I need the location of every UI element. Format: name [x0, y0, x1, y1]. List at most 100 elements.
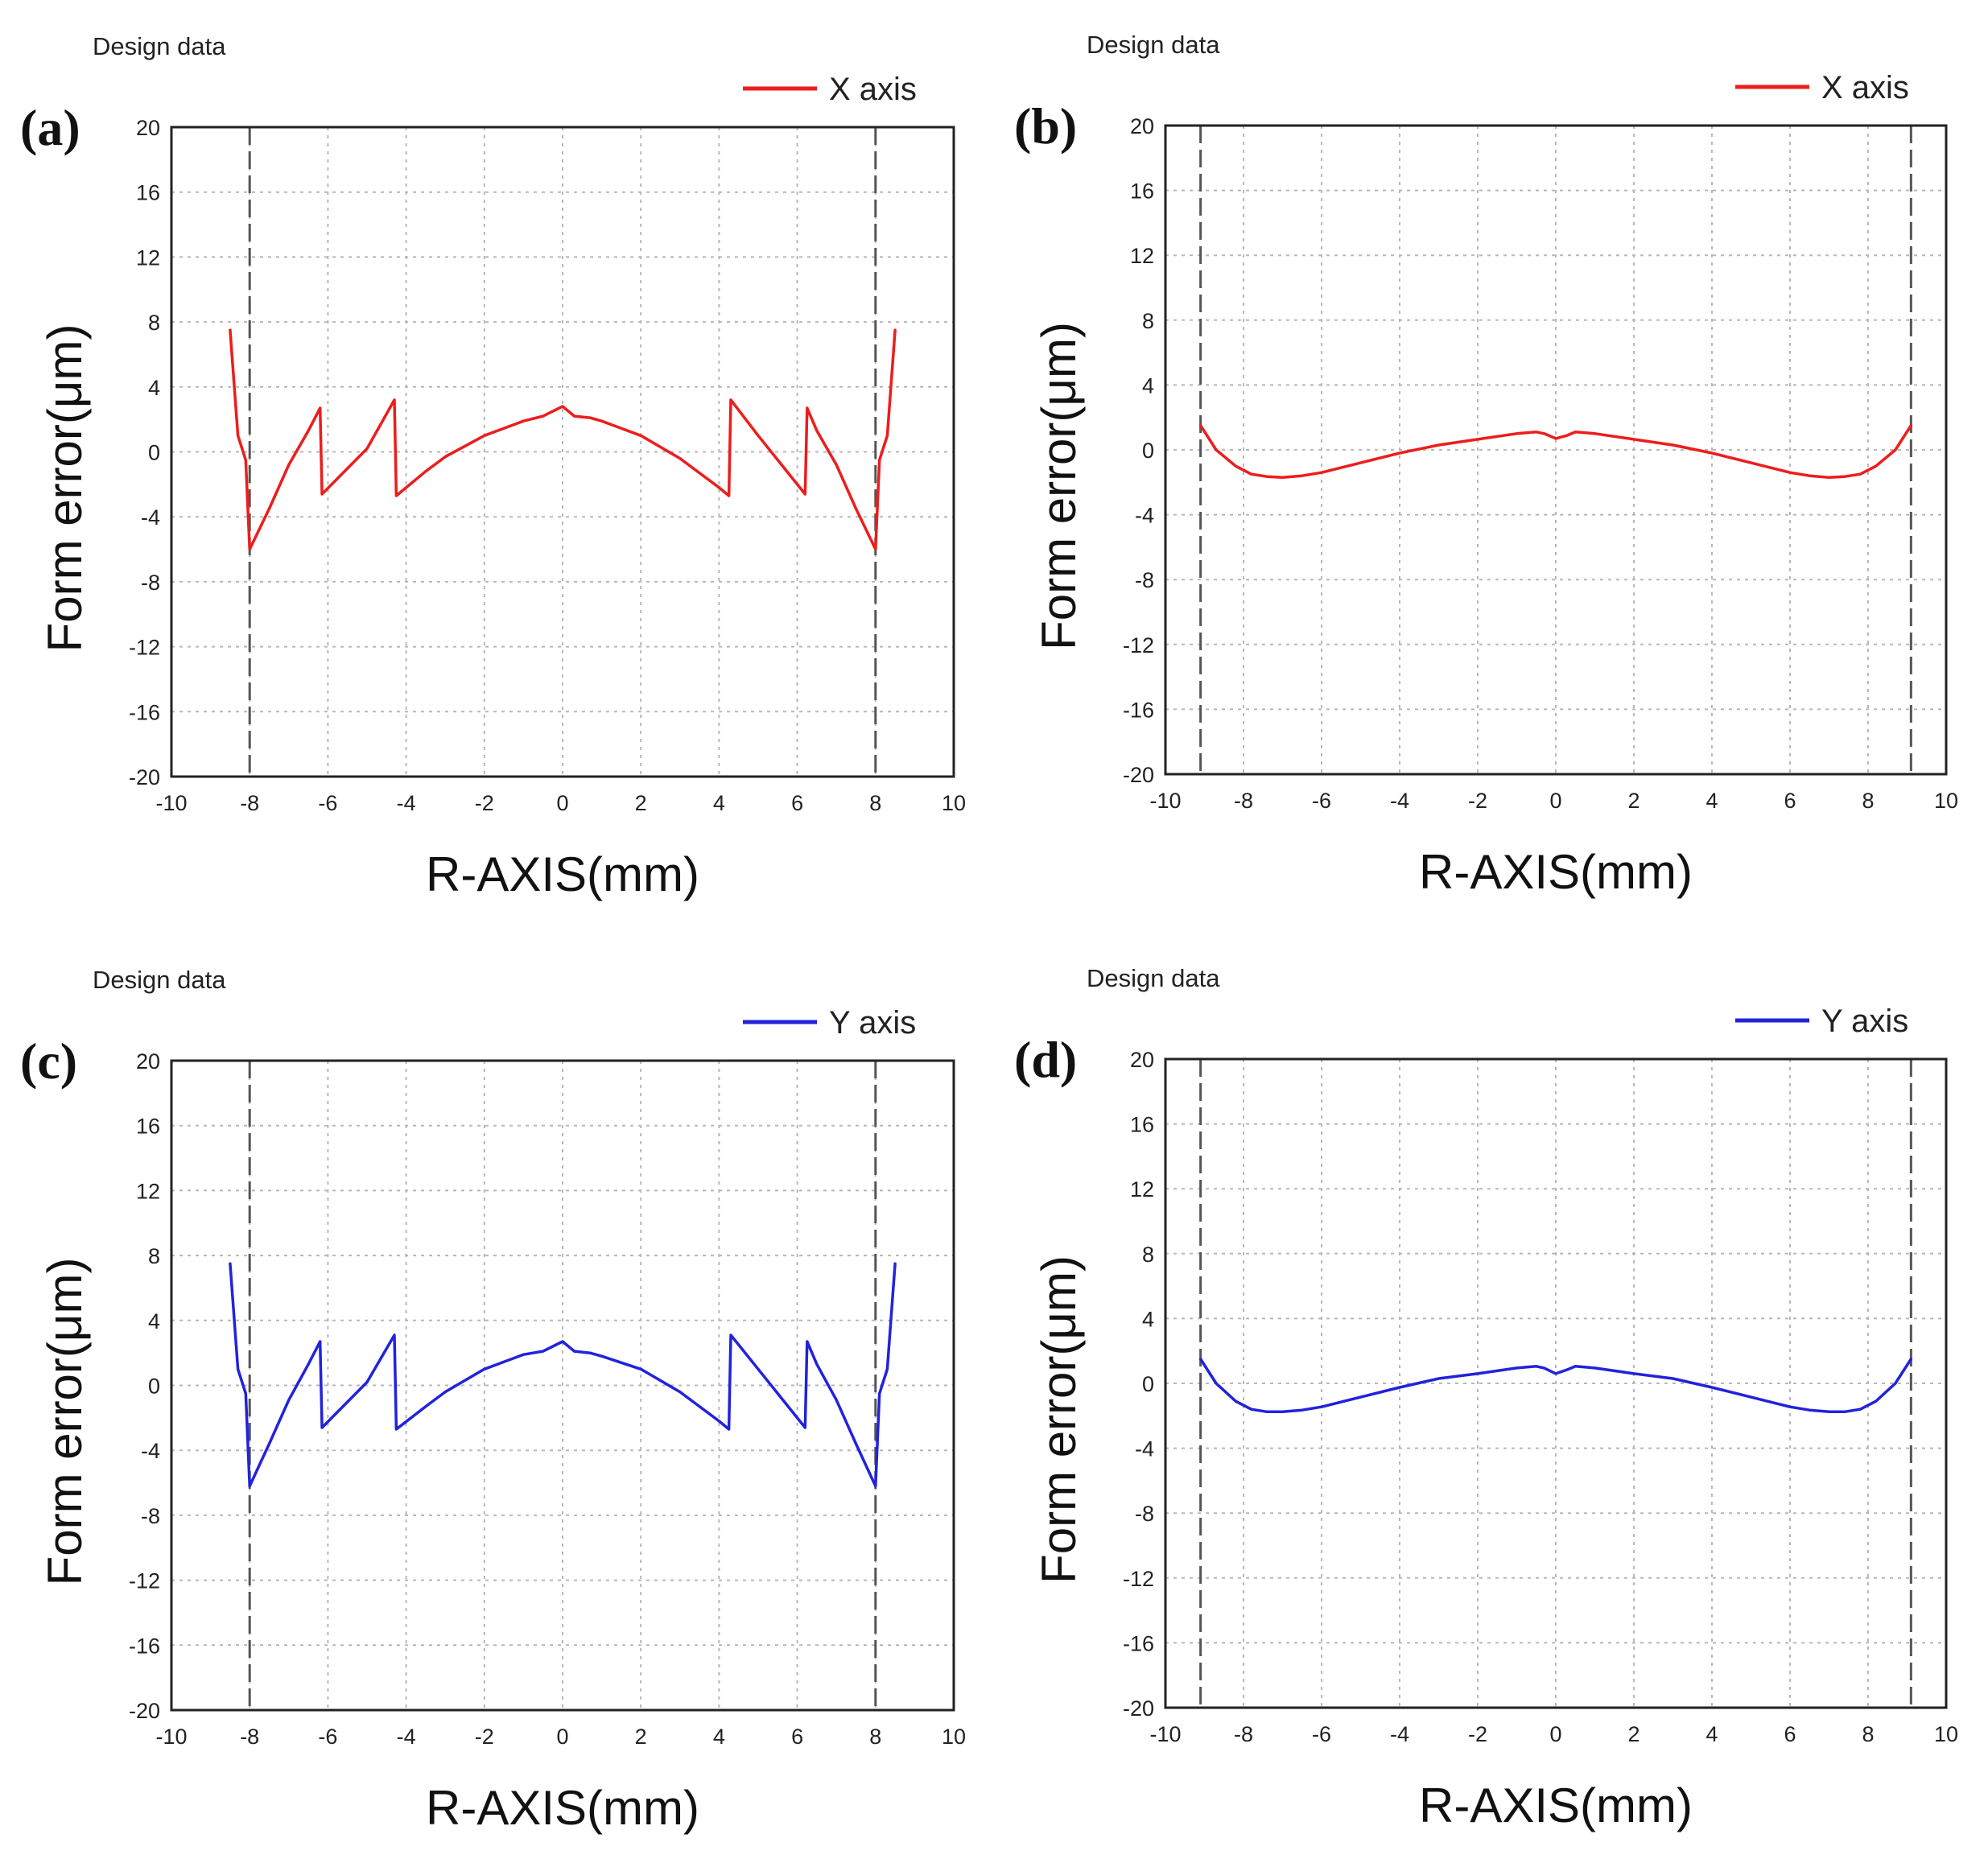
y-axis-title: Form error(μm)	[38, 324, 92, 653]
y-tick-label: -4	[141, 505, 160, 530]
panel-b: -10 -8 -6 -4 -2 0 2 4 6 8 10201612840-4-8-12-16-20…	[1014, 31, 1958, 899]
x-tick-label: -6	[1312, 789, 1331, 813]
x-tick-label: 8	[869, 791, 881, 815]
y-tick-label: 12	[1130, 244, 1154, 268]
y-tick-label: 4	[1142, 1307, 1154, 1331]
x-tick-label: -6	[318, 791, 337, 815]
x-tick-label: 0	[1549, 1722, 1561, 1746]
x-tick-label: -4	[397, 1725, 416, 1749]
panel-label: (a)	[20, 99, 80, 156]
x-tick-label: -10	[1149, 789, 1181, 813]
y-tick-label: 20	[1130, 1048, 1154, 1072]
x-tick-label: -6	[318, 1725, 337, 1749]
x-tick-label: 2	[1627, 1722, 1639, 1746]
y-axis-title: Form error(μm)	[1032, 322, 1086, 650]
x-tick-label: 10	[942, 791, 966, 815]
grid	[1165, 1059, 1946, 1708]
x-axis-title: R-AXIS(mm)	[426, 1781, 699, 1835]
y-tick-label: -16	[1123, 1631, 1154, 1655]
x-tick-label: -4	[1390, 789, 1409, 813]
y-tick-label: -20	[1123, 763, 1154, 787]
y-tick-label: -8	[141, 571, 160, 595]
x-tick-label: 4	[713, 1725, 725, 1749]
y-tick-label: -12	[1123, 1567, 1154, 1591]
plot-frame	[170, 1059, 955, 1712]
y-tick-label: -12	[129, 1569, 160, 1593]
legend-label: Y axis	[829, 1005, 916, 1041]
x-tick-label: -6	[1312, 1722, 1331, 1746]
x-tick-label: 2	[635, 1725, 647, 1749]
x-tick-label: -8	[1234, 1722, 1253, 1746]
y-tick-label: 8	[148, 311, 160, 335]
x-tick-label: 4	[1705, 1722, 1718, 1746]
x-tick-label: 0	[556, 1725, 568, 1749]
x-axis-title: R-AXIS(mm)	[1419, 1779, 1693, 1832]
x-tick-label: 6	[1784, 789, 1796, 813]
x-tick-label: -4	[1390, 1722, 1409, 1746]
y-tick-label: 0	[148, 1375, 160, 1399]
x-tick-label: 8	[869, 1725, 881, 1749]
x-tick-label: -8	[240, 1725, 259, 1749]
x-tick-label: -10	[155, 791, 187, 815]
y-tick-label: 4	[1142, 373, 1154, 398]
y-tick-label: -8	[1135, 568, 1154, 592]
y-tick-label: 12	[136, 245, 160, 270]
panel-a: -10 -8 -6 -4 -2 0 2 4 6 8 10201612840-4-8-12-16-20…	[20, 32, 966, 901]
x-tick-label: 2	[1627, 789, 1639, 813]
grid	[171, 127, 954, 777]
y-tick-label: -20	[129, 765, 160, 789]
x-tick-label: -8	[1234, 789, 1253, 813]
x-tick-label: -2	[475, 791, 494, 815]
y-tick-label: -16	[1123, 698, 1154, 722]
y-tick-label: 12	[1130, 1177, 1154, 1201]
design-data-label: Design data	[1087, 31, 1220, 59]
x-tick-label: 4	[713, 791, 725, 815]
grid	[171, 1061, 954, 1710]
x-axis-title: R-AXIS(mm)	[1419, 845, 1693, 899]
legend-label: X axis	[1821, 70, 1909, 105]
x-tick-label: -2	[475, 1725, 494, 1749]
y-tick-label: -16	[129, 700, 160, 724]
y-tick-label: -4	[1135, 1437, 1154, 1461]
y-tick-label: 0	[148, 441, 160, 465]
x-tick-label: 6	[1784, 1722, 1796, 1746]
y-tick-label: 20	[136, 116, 160, 140]
y-tick-label: -4	[141, 1439, 160, 1463]
panel-label: (d)	[1014, 1031, 1077, 1088]
y-tick-label: 8	[1142, 309, 1154, 333]
x-tick-label: 10	[942, 1725, 966, 1749]
panel-c: -10 -8 -6 -4 -2 0 2 4 6 8 10201612840-4-8-12-16-20…	[20, 966, 966, 1835]
y-tick-label: 16	[1130, 179, 1154, 204]
y-tick-label: 0	[1142, 439, 1154, 463]
x-axis-title: R-AXIS(mm)	[426, 847, 699, 901]
x-tick-label: 6	[791, 791, 803, 815]
series-line	[229, 1262, 897, 1488]
y-tick-label: -8	[141, 1504, 160, 1528]
y-tick-label: -4	[1135, 504, 1154, 528]
x-tick-label: 0	[556, 791, 568, 815]
y-tick-label: -12	[1123, 633, 1154, 657]
x-tick-label: 6	[791, 1725, 803, 1749]
y-tick-label: 16	[136, 1115, 160, 1139]
series-line	[1198, 1358, 1913, 1414]
design-data-label: Design data	[1087, 964, 1220, 992]
x-tick-label: 8	[1862, 789, 1874, 813]
x-tick-label: 8	[1862, 1722, 1874, 1746]
y-tick-label: 20	[1130, 114, 1154, 138]
panel-label: (b)	[1014, 97, 1077, 155]
y-tick-label: 4	[148, 1309, 160, 1333]
y-tick-label: 8	[1142, 1243, 1154, 1267]
plot-frame	[170, 126, 955, 778]
x-tick-label: 2	[635, 791, 647, 815]
x-tick-label: 4	[1705, 789, 1718, 813]
series-line	[229, 328, 897, 551]
grid	[1165, 126, 1946, 774]
x-tick-label: 10	[1934, 789, 1958, 813]
y-tick-label: 12	[136, 1179, 160, 1203]
y-tick-label: 16	[136, 181, 160, 205]
plot-frame	[1164, 1057, 1948, 1709]
x-tick-label: -10	[1149, 1722, 1181, 1746]
x-tick-label: -2	[1468, 1722, 1487, 1746]
x-tick-label: 10	[1934, 1722, 1958, 1746]
